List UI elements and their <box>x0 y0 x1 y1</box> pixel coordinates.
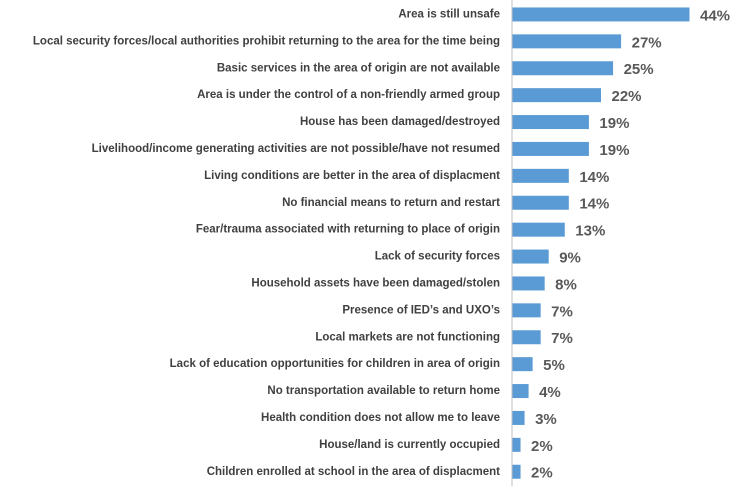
value-label: 14% <box>579 196 609 213</box>
category-label: Basic services in the area of origin are… <box>217 62 500 74</box>
value-label: 7% <box>551 330 573 347</box>
value-label: 13% <box>575 223 605 240</box>
category-label: Presence of IED’s and UXO’s <box>342 304 500 316</box>
bar <box>512 437 521 452</box>
category-label: Lack of education opportunities for chil… <box>170 358 500 370</box>
bar <box>512 7 690 22</box>
category-label: Area is under the control of a non-frien… <box>197 89 500 101</box>
value-label: 2% <box>531 465 553 482</box>
value-label: 3% <box>535 411 557 428</box>
category-label: Local markets are not functioning <box>315 331 500 343</box>
bar <box>512 195 569 210</box>
category-label: Local security forces/local authorities … <box>33 35 500 47</box>
bar <box>512 276 545 291</box>
bar <box>512 34 622 49</box>
category-label: No financial means to return and restart <box>282 197 500 209</box>
bar <box>512 357 533 372</box>
value-label: 5% <box>543 357 565 374</box>
category-label: No transportation available to return ho… <box>267 385 500 397</box>
category-label: Children enrolled at school in the area … <box>207 466 500 478</box>
category-label: Livelihood/income generating activities … <box>92 143 500 155</box>
bars-group <box>512 7 690 479</box>
value-label: 4% <box>539 384 561 401</box>
value-label: 14% <box>579 169 609 186</box>
category-label: Household assets have been damaged/stole… <box>251 277 500 289</box>
category-label: Fear/trauma associated with returning to… <box>196 224 500 236</box>
category-label: Area is still unsafe <box>398 8 500 20</box>
value-label: 2% <box>531 438 553 455</box>
value-label: 44% <box>700 7 730 24</box>
category-labels-group: Area is still unsafe Local security force… <box>33 8 500 477</box>
value-label: 22% <box>612 88 642 105</box>
value-label: 25% <box>624 61 654 78</box>
bar <box>512 222 565 237</box>
category-label: Lack of security forces <box>375 251 500 263</box>
bar <box>512 141 589 156</box>
value-label: 27% <box>632 34 662 51</box>
category-label: House has been damaged/destroyed <box>300 116 500 128</box>
bar <box>512 168 569 183</box>
value-labels-group: 44% 27% 25% 22% 19% 19% 14% 14% 13% 9% 8% 7% 7% 5% 4% 3… <box>531 7 730 481</box>
bar <box>512 61 614 76</box>
category-label: House/land is currently occupied <box>319 439 500 451</box>
bar <box>512 330 541 345</box>
value-label: 8% <box>555 276 577 293</box>
bar <box>512 88 601 103</box>
value-label: 7% <box>551 303 573 320</box>
bar <box>512 249 549 264</box>
bar <box>512 410 525 425</box>
category-label: Living conditions are better in the area… <box>204 170 500 182</box>
bar <box>512 303 541 318</box>
category-label: Health condition does not allow me to le… <box>261 412 500 424</box>
value-label: 9% <box>559 250 581 267</box>
bar <box>512 464 521 479</box>
value-label: 19% <box>599 115 629 132</box>
bar <box>512 384 529 399</box>
bar <box>512 115 589 130</box>
value-label: 19% <box>599 142 629 159</box>
